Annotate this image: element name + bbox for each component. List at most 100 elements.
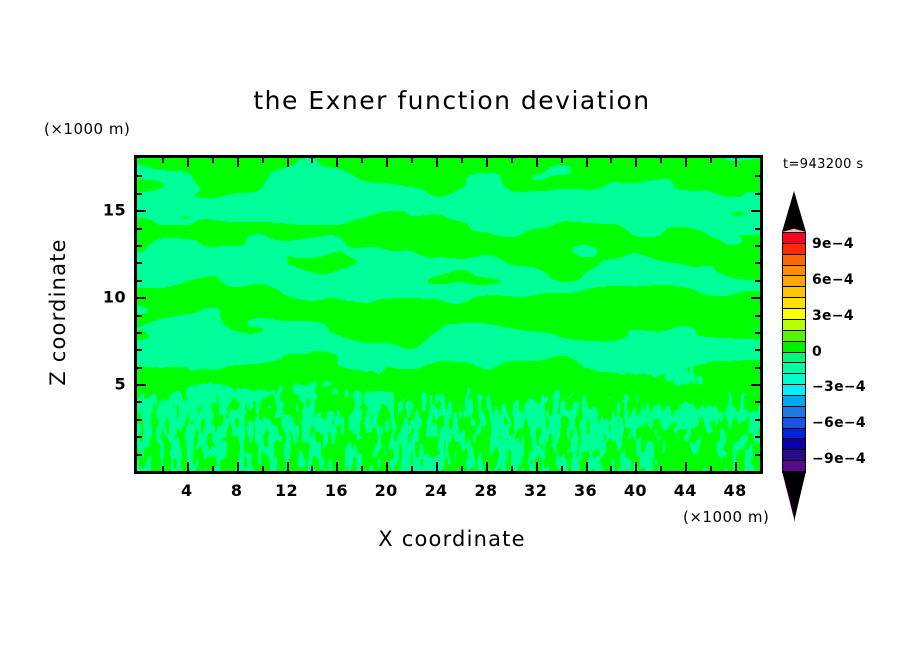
y-tick-minor: [137, 401, 142, 404]
colorbar-tick-label: 9e−4: [812, 235, 854, 252]
x-tick-minor: [411, 466, 414, 471]
y-tick-minor-right: [755, 262, 760, 265]
y-tick-minor: [137, 192, 142, 195]
x-tick-major: [286, 462, 289, 471]
x-tick-minor: [361, 466, 364, 471]
y-tick-minor: [137, 262, 142, 265]
x-tick-minor-top: [660, 158, 663, 163]
x-tick-minor-top: [161, 158, 164, 163]
colorbar: [782, 191, 806, 522]
x-tick-major-top: [735, 158, 738, 167]
x-tick-major-top: [485, 158, 488, 167]
y-tick-minor-right: [755, 349, 760, 352]
y-tick-label: 15: [102, 200, 126, 220]
x-tick-major: [635, 462, 638, 471]
x-tick-minor-top: [361, 158, 364, 163]
x-tick-major-top: [236, 158, 239, 167]
y-tick-minor-right: [755, 453, 760, 456]
x-tick-minor-top: [560, 158, 563, 163]
colorbar-over-arrow-outline: [782, 191, 806, 232]
y-tick-minor-right: [755, 244, 760, 247]
x-tick-major-top: [286, 158, 289, 167]
x-tick-major: [436, 462, 439, 471]
colorbar-tick-label: 3e−4: [812, 307, 854, 324]
x-tick-label: 24: [424, 481, 448, 500]
y-tick-major-right: [751, 297, 760, 300]
x-tick-major-top: [585, 158, 588, 167]
y-tick-minor-right: [755, 331, 760, 334]
x-tick-label: 32: [524, 481, 548, 500]
y-tick-minor-right: [755, 227, 760, 230]
x-tick-minor: [211, 466, 214, 471]
x-tick-label: 40: [623, 481, 647, 500]
x-tick-minor: [161, 466, 164, 471]
x-tick-minor: [560, 466, 563, 471]
colorbar-under-arrow-outline: [782, 471, 806, 522]
colorbar-tick-label: −3e−4: [812, 379, 866, 396]
y-tick-minor: [137, 331, 142, 334]
x-tick-minor-top: [311, 158, 314, 163]
colorbar-tick-label: −9e−4: [812, 451, 866, 468]
x-tick-minor-top: [411, 158, 414, 163]
x-tick-major-top: [635, 158, 638, 167]
x-tick-label: 16: [324, 481, 348, 500]
y-tick-minor-right: [755, 418, 760, 421]
x-tick-major-top: [436, 158, 439, 167]
y-axis-title: Z coordinate: [46, 238, 70, 386]
x-tick-major: [585, 462, 588, 471]
x-tick-minor: [660, 466, 663, 471]
x-tick-major-top: [386, 158, 389, 167]
y-tick-major-right: [751, 384, 760, 387]
colorbar-band: [782, 460, 806, 473]
x-tick-major: [685, 462, 688, 471]
x-tick-label: 48: [723, 481, 747, 500]
y-tick-major: [137, 384, 146, 387]
x-tick-minor: [311, 466, 314, 471]
y-tick-minor-right: [755, 279, 760, 282]
y-tick-label: 5: [114, 374, 126, 394]
x-tick-major: [186, 462, 189, 471]
y-tick-label: 10: [102, 287, 126, 307]
x-tick-minor-top: [510, 158, 513, 163]
colorbar-tick-label: 0: [812, 343, 823, 360]
x-tick-minor-top: [610, 158, 613, 163]
y-tick-minor: [137, 244, 142, 247]
x-tick-major: [336, 462, 339, 471]
y-tick-minor: [137, 418, 142, 421]
x-tick-label: 12: [274, 481, 299, 500]
x-tick-minor-top: [211, 158, 214, 163]
x-tick-major: [735, 462, 738, 471]
time-annotation: t=943200 s: [783, 157, 864, 172]
y-tick-minor: [137, 436, 142, 439]
x-tick-minor-top: [460, 158, 463, 163]
y-tick-minor-right: [755, 192, 760, 195]
y-tick-minor: [137, 366, 142, 369]
y-tick-minor: [137, 279, 142, 282]
x-tick-minor: [510, 466, 513, 471]
y-axis-units-label: (×1000 m): [44, 120, 131, 138]
page-title: the Exner function deviation: [253, 86, 651, 115]
x-tick-major: [485, 462, 488, 471]
y-tick-minor: [137, 453, 142, 456]
colorbar-tick-label: −6e−4: [812, 415, 866, 432]
x-tick-minor: [460, 466, 463, 471]
y-tick-major: [137, 297, 146, 300]
x-axis-title: X coordinate: [378, 527, 526, 551]
x-tick-label: 20: [374, 481, 398, 500]
y-tick-minor: [137, 175, 142, 178]
x-tick-major-top: [535, 158, 538, 167]
y-tick-minor-right: [755, 366, 760, 369]
x-axis-units-label: (×1000 m): [683, 508, 770, 526]
x-tick-minor: [610, 466, 613, 471]
y-tick-minor-right: [755, 314, 760, 317]
x-tick-label: 36: [574, 481, 598, 500]
x-tick-major: [535, 462, 538, 471]
x-tick-minor: [261, 466, 264, 471]
x-tick-major-top: [186, 158, 189, 167]
x-tick-major-top: [685, 158, 688, 167]
y-tick-minor: [137, 314, 142, 317]
y-tick-minor-right: [755, 175, 760, 178]
y-tick-major-right: [751, 210, 760, 213]
x-tick-major: [386, 462, 389, 471]
contour-plot-area: [134, 155, 763, 474]
